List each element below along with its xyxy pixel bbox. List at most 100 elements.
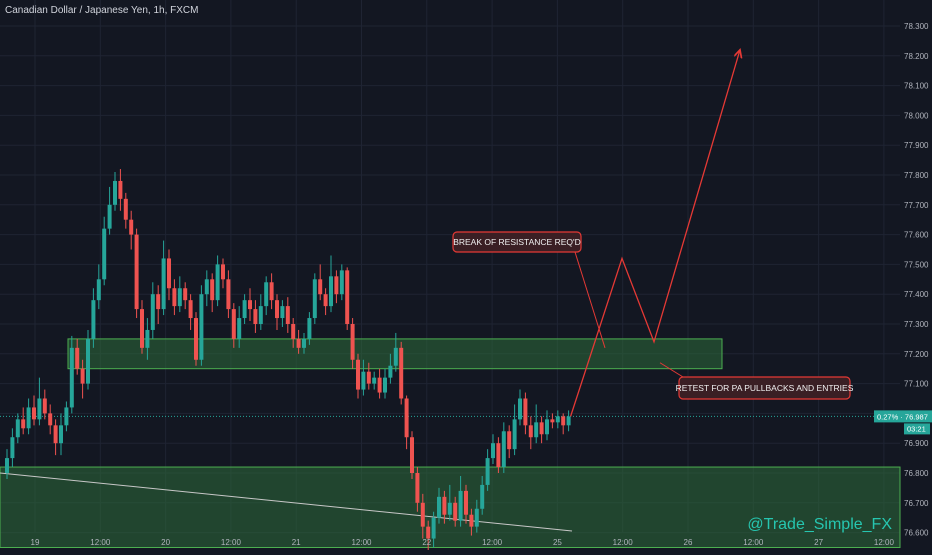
candle-body: [231, 309, 236, 339]
candle-body: [242, 300, 247, 319]
candle-body: [26, 407, 31, 429]
candle-body: [442, 496, 447, 515]
annotations: BREAK OF RESISTANCE REQ'D RETEST FOR PA P…: [452, 231, 854, 400]
candles: [5, 169, 571, 551]
watermark: @Trade_Simple_FX: [747, 516, 892, 533]
candle-body: [75, 347, 80, 369]
price-tag-text: 0.27% · 76.987: [877, 412, 928, 421]
candle-body: [226, 279, 231, 310]
y-tick-label: 76.900: [904, 439, 929, 448]
candle-body: [350, 324, 355, 360]
candle-body: [383, 377, 387, 393]
candle-body: [194, 318, 198, 360]
x-tick-label: 12:00: [743, 538, 764, 547]
candle-body: [177, 288, 182, 307]
candle-body: [134, 234, 139, 310]
candle-body: [399, 347, 404, 399]
candle-body: [264, 282, 269, 307]
x-tick-label: 22: [422, 538, 431, 547]
candle-body: [10, 437, 15, 459]
candle-body: [285, 306, 290, 324]
y-tick-label: 76.600: [904, 529, 929, 538]
candle-body: [129, 219, 134, 235]
candle-body: [485, 458, 490, 485]
candle-body: [469, 514, 474, 527]
candle-body: [161, 258, 166, 310]
x-tick-label: 12:00: [613, 538, 634, 547]
candle-body: [150, 294, 155, 330]
candle-body: [269, 282, 274, 301]
candle-body: [145, 329, 150, 348]
x-tick-label: 20: [161, 538, 170, 547]
candle-body: [210, 279, 215, 301]
candle-body: [361, 371, 366, 390]
candle-body: [491, 443, 495, 459]
candle-body: [318, 279, 323, 295]
x-tick-label: 27: [814, 538, 823, 547]
x-tick-label: 12:00: [874, 538, 895, 547]
candle-body: [5, 458, 9, 473]
candle-body: [172, 288, 177, 307]
candle-body: [410, 437, 414, 473]
candle-body: [377, 377, 382, 393]
candle-body: [356, 359, 360, 390]
candle-body: [91, 300, 96, 339]
candle-body: [420, 502, 425, 527]
candle-body: [307, 318, 312, 339]
candle-body: [404, 398, 409, 438]
candle-body: [188, 300, 193, 319]
candle-body: [518, 398, 522, 420]
annotation-pointer: [659, 362, 684, 378]
candle-body: [464, 490, 468, 515]
candle-body: [48, 413, 53, 426]
candle-body: [102, 228, 107, 280]
y-tick-label: 77.500: [904, 260, 929, 269]
candle-body: [156, 294, 161, 310]
x-tick-label: 12:00: [351, 538, 372, 547]
candle-body: [86, 338, 90, 384]
candle-body: [528, 425, 533, 438]
candle-body: [566, 416, 571, 426]
candle-body: [237, 318, 242, 339]
candle-body: [312, 279, 317, 319]
y-tick-label: 76.700: [904, 499, 929, 508]
y-tick-label: 77.700: [904, 201, 929, 210]
x-tick-label: 19: [31, 538, 40, 547]
candle-body: [32, 407, 36, 420]
x-tick-label: 25: [553, 538, 562, 547]
projection: [569, 50, 740, 417]
candle-body: [248, 300, 252, 310]
y-tick-label: 77.100: [904, 380, 929, 389]
candle-body: [539, 422, 544, 435]
candle-body: [534, 422, 539, 438]
y-tick-label: 77.400: [904, 290, 929, 299]
candle-body: [59, 425, 63, 444]
y-tick-label: 76.800: [904, 469, 929, 478]
candle-body: [474, 508, 479, 527]
candle-body: [458, 490, 463, 521]
candle-body: [215, 264, 220, 301]
candle-body: [507, 431, 512, 450]
candle-body: [258, 306, 263, 324]
candle-body: [253, 309, 258, 324]
candle-body: [453, 502, 458, 521]
candle-body: [42, 398, 47, 414]
x-tick-label: 12:00: [482, 538, 503, 547]
y-tick-label: 77.900: [904, 141, 929, 150]
candle-body: [323, 294, 328, 307]
candle-body: [501, 431, 506, 468]
candle-body: [431, 517, 436, 539]
y-tick-label: 78.300: [904, 22, 929, 31]
x-tick-label: 12:00: [90, 538, 111, 547]
candle-body: [366, 371, 371, 384]
candle-body: [15, 419, 20, 438]
candle-body: [302, 338, 306, 348]
candle-body: [345, 270, 350, 324]
candle-body: [204, 279, 209, 295]
candle-body: [183, 288, 188, 301]
candle-body: [480, 484, 485, 509]
candle-body: [372, 377, 377, 384]
y-tick-label: 78.100: [904, 82, 929, 91]
